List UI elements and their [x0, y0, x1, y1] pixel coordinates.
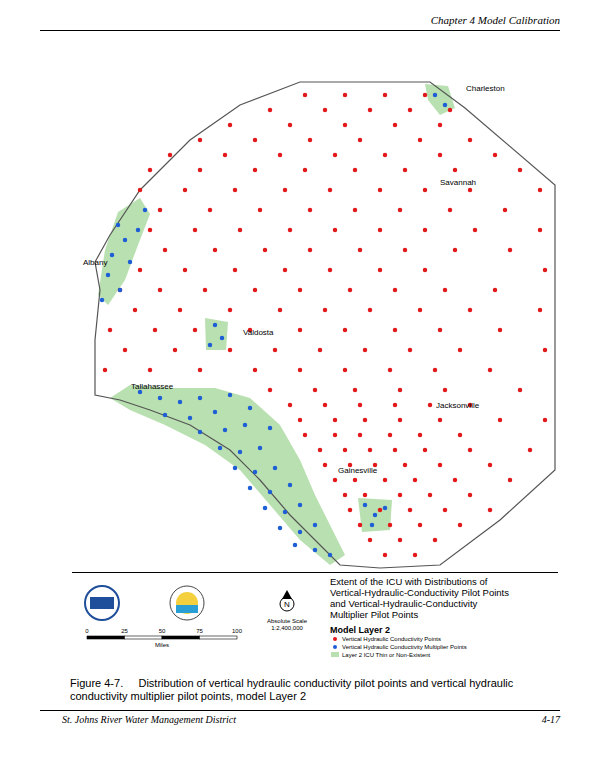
svg-text:Albany: Albany [83, 258, 107, 267]
svg-text:Charleston: Charleston [466, 84, 505, 93]
svg-text:Multiplier Pilot Points: Multiplier Pilot Points [330, 609, 418, 620]
svg-text:and Vertical-Hydraulic-Conduct: and Vertical-Hydraulic-Conductivity [330, 598, 478, 609]
svg-text:Vertical Hydraulic Conductivit: Vertical Hydraulic Conductivity Points [342, 636, 441, 642]
html-text:St. Johns River Water Manageme: St. Johns River Water Management Distric… [62, 714, 237, 725]
svg-text:Vertical-Hydraulic-Conductivit: Vertical-Hydraulic-Conductivity Pilot Po… [330, 587, 509, 598]
svg-text:Absolute Scale: Absolute Scale [267, 618, 308, 624]
svg-text:Vertical Hydraulic Conductivit: Vertical Hydraulic Conductivity Multipli… [342, 644, 467, 650]
svg-text:Tallahassee: Tallahassee [131, 382, 174, 391]
html-text:Chapter 4 Model Calibration: Chapter 4 Model Calibration [430, 14, 560, 26]
svg-text:Model Layer 2: Model Layer 2 [330, 625, 390, 635]
svg-text:N: N [284, 600, 290, 609]
svg-text:1:2,400,000: 1:2,400,000 [271, 625, 303, 631]
svg-text:Jacksonville: Jacksonville [436, 401, 480, 410]
html-text:Figure 4-7. Distribution of ve: Figure 4-7. Distribution of vertical hyd… [70, 677, 514, 702]
html-text:4-17: 4-17 [541, 714, 560, 725]
svg-text:Savannah: Savannah [440, 178, 476, 187]
svg-text:75: 75 [196, 628, 203, 634]
svg-text:100: 100 [232, 628, 243, 634]
svg-text:Valdosta: Valdosta [243, 328, 274, 337]
svg-text:Gainesville: Gainesville [338, 466, 378, 475]
svg-text:50: 50 [159, 628, 166, 634]
svg-text:0: 0 [85, 628, 89, 634]
svg-text:Layer 2 ICU Thin or Non-Existe: Layer 2 ICU Thin or Non-Existent [342, 652, 431, 658]
svg-text:Miles: Miles [155, 642, 169, 648]
svg-text:25: 25 [121, 628, 128, 634]
svg-text:Extent of the ICU with Distrib: Extent of the ICU with Distributions of [330, 576, 488, 587]
